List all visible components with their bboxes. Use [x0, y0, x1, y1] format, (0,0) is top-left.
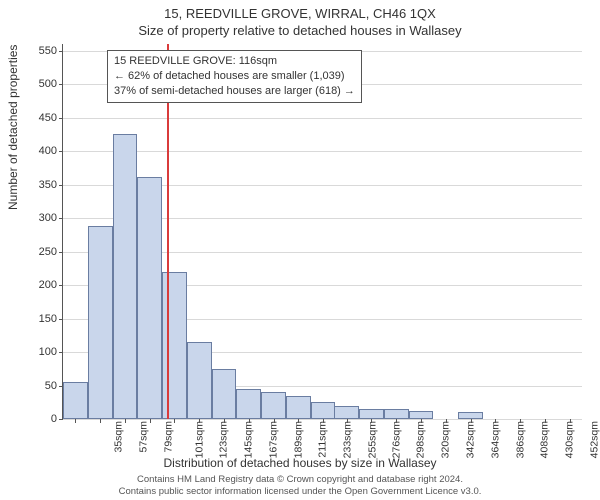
- x-tick: [570, 419, 571, 423]
- x-tick-label: 255sqm: [366, 421, 378, 458]
- x-tick-label: 298sqm: [415, 421, 427, 458]
- x-tick-label: 364sqm: [489, 421, 501, 458]
- x-tick: [347, 419, 348, 423]
- y-tick-label: 100: [39, 346, 63, 358]
- histogram-bar: [212, 369, 237, 419]
- x-tick-label: 452sqm: [588, 421, 600, 458]
- x-tick: [471, 419, 472, 423]
- x-tick: [75, 419, 76, 423]
- x-tick-label: 211sqm: [316, 421, 328, 458]
- histogram-bar: [113, 134, 138, 419]
- chart-title: Size of property relative to detached ho…: [0, 23, 600, 44]
- x-tick-label: 145sqm: [243, 421, 255, 458]
- y-tick-label: 150: [39, 313, 63, 325]
- x-tick: [174, 419, 175, 423]
- histogram-bar: [187, 342, 212, 419]
- x-tick-label: 233sqm: [342, 421, 354, 458]
- y-tick-label: 550: [39, 45, 63, 57]
- x-tick: [125, 419, 126, 423]
- attribution-footer: Contains HM Land Registry data © Crown c…: [0, 474, 600, 498]
- x-tick-label: 386sqm: [514, 421, 526, 458]
- grid-line: [63, 118, 582, 119]
- histogram-bar: [311, 402, 336, 419]
- attribution-line-1: Contains HM Land Registry data © Crown c…: [0, 474, 600, 486]
- x-tick: [545, 419, 546, 423]
- x-tick-label: 57sqm: [138, 421, 150, 453]
- y-tick-label: 0: [51, 413, 63, 425]
- x-tick: [323, 419, 324, 423]
- histogram-bar: [261, 392, 286, 419]
- y-tick-label: 350: [39, 179, 63, 191]
- x-tick: [520, 419, 521, 423]
- attribution-line-2: Contains public sector information licen…: [0, 486, 600, 498]
- histogram-bar: [359, 409, 384, 419]
- x-tick: [421, 419, 422, 423]
- x-tick-label: 167sqm: [267, 421, 279, 458]
- x-tick-label: 408sqm: [539, 421, 551, 458]
- y-tick-label: 200: [39, 279, 63, 291]
- x-tick: [371, 419, 372, 423]
- grid-line: [63, 151, 582, 152]
- annotation-line-1: 15 REEDVILLE GROVE: 116sqm: [114, 54, 355, 69]
- x-tick: [274, 419, 275, 423]
- plot-area: 05010015020025030035040045050055035sqm57…: [62, 44, 582, 420]
- x-tick-label: 430sqm: [563, 421, 575, 458]
- chart-supertitle: 15, REEDVILLE GROVE, WIRRAL, CH46 1QX: [0, 0, 600, 23]
- y-tick-label: 300: [39, 212, 63, 224]
- histogram-bar: [88, 226, 113, 419]
- x-tick-label: 79sqm: [162, 421, 174, 453]
- x-tick: [249, 419, 250, 423]
- x-tick: [446, 419, 447, 423]
- x-tick: [224, 419, 225, 423]
- x-tick: [150, 419, 151, 423]
- histogram-bar: [286, 396, 311, 419]
- x-tick-label: 35sqm: [113, 421, 125, 453]
- x-tick-label: 276sqm: [390, 421, 402, 458]
- x-tick: [100, 419, 101, 423]
- histogram-bar: [458, 412, 483, 419]
- y-tick-label: 400: [39, 145, 63, 157]
- x-tick-label: 101sqm: [193, 421, 205, 458]
- histogram-bar: [236, 389, 261, 419]
- x-tick-label: 123sqm: [218, 421, 230, 458]
- annotation-line-3: 37% of semi-detached houses are larger (…: [114, 84, 355, 99]
- x-tick: [199, 419, 200, 423]
- y-tick-label: 50: [45, 380, 63, 392]
- chart-container: 15, REEDVILLE GROVE, WIRRAL, CH46 1QX Si…: [0, 0, 600, 500]
- y-axis-label: Number of detached properties: [6, 45, 20, 210]
- histogram-bar: [334, 406, 359, 419]
- x-tick-label: 342sqm: [464, 421, 476, 458]
- x-tick-label: 189sqm: [292, 421, 304, 458]
- y-tick-label: 500: [39, 78, 63, 90]
- x-tick: [495, 419, 496, 423]
- annotation-line-2: ← 62% of detached houses are smaller (1,…: [114, 69, 355, 84]
- histogram-bar: [384, 409, 409, 419]
- y-tick-label: 250: [39, 246, 63, 258]
- y-tick-label: 450: [39, 112, 63, 124]
- histogram-bar: [409, 411, 434, 419]
- histogram-bar: [63, 382, 88, 419]
- histogram-bar: [137, 177, 162, 419]
- x-axis-label: Distribution of detached houses by size …: [0, 456, 600, 470]
- x-tick: [396, 419, 397, 423]
- x-tick: [298, 419, 299, 423]
- x-tick-label: 320sqm: [440, 421, 452, 458]
- annotation-box: 15 REEDVILLE GROVE: 116sqm ← 62% of deta…: [107, 50, 362, 103]
